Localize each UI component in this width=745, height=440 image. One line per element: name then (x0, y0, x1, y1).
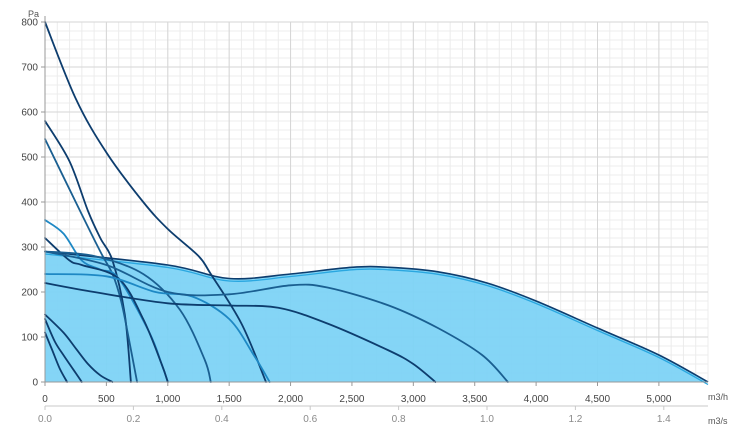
series-curve-11 (44, 318, 83, 383)
x2-axis-unit: m3/s (708, 416, 728, 426)
x-tick-label: 500 (98, 394, 115, 405)
x2-tick-label: 0.2 (126, 414, 140, 425)
x2-tick-label: 0.8 (392, 414, 406, 425)
x-tick-label: 2,500 (339, 394, 364, 405)
x2-tick-label: 1.2 (568, 414, 582, 425)
series-curve-8 (44, 250, 509, 383)
x-tick-label: 0 (42, 394, 48, 405)
y-tick-label: 0 (32, 378, 38, 389)
y-tick-label: 400 (21, 198, 38, 209)
x2-tick-labels: 0.0 0.2 0.4 0.6 0.8 1.0 1.2 1.4 (38, 406, 671, 425)
x-tick-label: 5,000 (646, 394, 671, 405)
series-curve-7 (44, 273, 271, 383)
series-curve-9 (44, 282, 437, 383)
x2-tick-label: 1.4 (657, 414, 671, 425)
series-curves (44, 21, 709, 386)
x2-tick-label: 0.6 (303, 414, 317, 425)
x-tick-label: 1,000 (155, 394, 180, 405)
envelope-outline (44, 250, 709, 383)
x-tick-label: 2,000 (278, 394, 303, 405)
x2-tick-label: 0.4 (215, 414, 229, 425)
x-tick-label: 4,500 (585, 394, 610, 405)
y-tick-label: 200 (21, 288, 38, 299)
x-tick-label: 1,500 (217, 394, 242, 405)
x2-tick-label: 1.0 (480, 414, 494, 425)
x-tick-label: 4,000 (524, 394, 549, 405)
y-tick-label: 800 (21, 18, 38, 29)
y-tick-label: 300 (21, 243, 38, 254)
y-tick-label: 700 (21, 63, 38, 74)
series-curve-12 (44, 331, 68, 383)
y-axis-unit: Pa (28, 9, 39, 19)
y-tick-labels: 0 100 200 300 400 500 600 700 800 (21, 18, 45, 389)
series-curve-10 (44, 313, 114, 383)
operating-envelope-area (45, 251, 708, 382)
y-tick-label: 100 (21, 333, 38, 344)
y-tick-label: 600 (21, 108, 38, 119)
x-axis-unit: m3/h (708, 392, 728, 402)
x-tick-label: 3,500 (462, 394, 487, 405)
x2-tick-label: 0.0 (38, 414, 52, 425)
x-tick-labels: 0 500 1,000 1,500 2,000 2,500 3,000 3,500 4,000 4… (42, 382, 672, 405)
x-tick-label: 3,000 (401, 394, 426, 405)
envelope-inner-outline (44, 253, 709, 386)
y-tick-label: 500 (21, 153, 38, 164)
